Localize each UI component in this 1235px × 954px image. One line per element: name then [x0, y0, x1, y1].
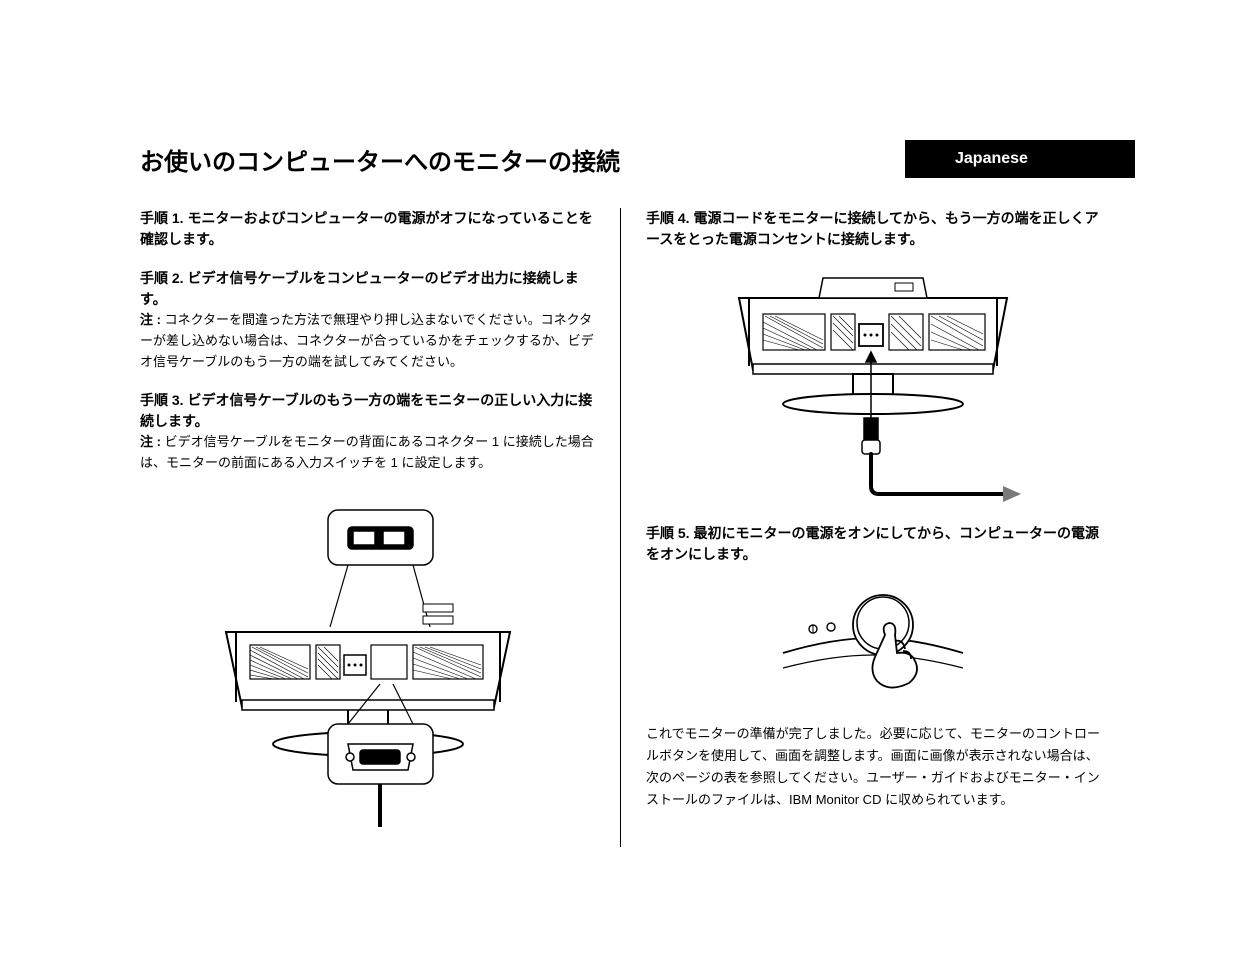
monitor-back-illustration: [198, 492, 538, 832]
page-title: お使いのコンピューターへのモニターの接続: [140, 142, 620, 177]
closing-text: これでモニターの準備が完了しました。必要に応じて、モニターのコントロールボタンを…: [646, 723, 1100, 811]
left-column: 手順 1. モニターおよびコンピューターの電源がオフになっていることを確認します…: [140, 208, 620, 847]
step-2: 手順 2. ビデオ信号ケーブルをコンピューターのビデオ出力に接続します。 注 :…: [140, 268, 595, 372]
step-2-title: 手順 2. ビデオ信号ケーブルをコンピューターのビデオ出力に接続します。: [140, 268, 595, 310]
step-5-diagram: [646, 583, 1100, 703]
step-5: 手順 5. 最初にモニターの電源をオンにしてから、コンピューターの電源をオンにし…: [646, 523, 1100, 565]
step-4-title: 手順 4. 電源コードをモニターに接続してから、もう一方の端を正しくアースをとっ…: [646, 208, 1100, 250]
step-2-note: 注 : コネクターを間違った方法で無理やり押し込まないでください。コネクターが差…: [140, 310, 595, 372]
language-badge: Japanese: [905, 140, 1135, 178]
step-1: 手順 1. モニターおよびコンピューターの電源がオフになっていることを確認します…: [140, 208, 595, 250]
step-1-title: 手順 1. モニターおよびコンピューターの電源がオフになっていることを確認します…: [140, 208, 595, 250]
step-2-note-text: コネクターを間違った方法で無理やり押し込まないでください。コネクターが差し込めな…: [140, 312, 594, 369]
step-3: 手順 3. ビデオ信号ケーブルのもう一方の端をモニターの正しい入力に接続します。…: [140, 390, 595, 474]
step-5-title: 手順 5. 最初にモニターの電源をオンにしてから、コンピューターの電源をオンにし…: [646, 523, 1100, 565]
power-cord-illustration: [703, 268, 1043, 508]
step-3-note: 注 : ビデオ信号ケーブルをモニターの背面にあるコネクター 1 に接続した場合は…: [140, 432, 595, 474]
step-4-diagram: [646, 268, 1100, 508]
step-3-note-text: ビデオ信号ケーブルをモニターの背面にあるコネクター 1 に接続した場合は、モニタ…: [140, 434, 594, 470]
note-label: 注 :: [140, 312, 161, 327]
step-3-diagram: [140, 492, 595, 832]
step-3-title: 手順 3. ビデオ信号ケーブルのもう一方の端をモニターの正しい入力に接続します。: [140, 390, 595, 432]
note-label: 注 :: [140, 434, 161, 449]
right-column: 手順 4. 電源コードをモニターに接続してから、もう一方の端を正しくアースをとっ…: [620, 208, 1100, 847]
step-4: 手順 4. 電源コードをモニターに接続してから、もう一方の端を正しくアースをとっ…: [646, 208, 1100, 250]
content-columns: 手順 1. モニターおよびコンピューターの電源がオフになっていることを確認します…: [140, 208, 1135, 847]
power-button-illustration: [773, 583, 973, 703]
